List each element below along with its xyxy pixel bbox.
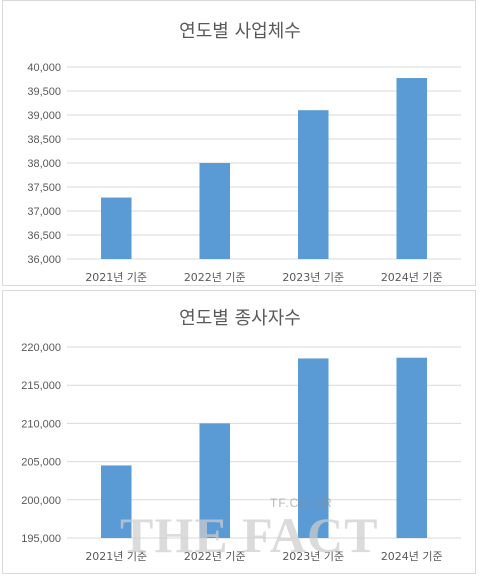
y-tick-label: 40,000 <box>27 62 61 74</box>
y-tick-label: 36,000 <box>27 254 61 266</box>
bar <box>100 197 132 259</box>
y-tick-label: 220,000 <box>21 342 61 354</box>
x-category-label: 2023년 기준 <box>282 550 344 563</box>
y-tick-label: 215,000 <box>21 380 61 392</box>
y-tick-label: 210,000 <box>21 418 61 430</box>
chart-title: 연도별 종사자수 <box>179 308 301 329</box>
y-tick-label: 38,000 <box>27 158 61 170</box>
x-category-label: 2022년 기준 <box>184 271 246 284</box>
chart-panel-employees: 연도별 종사자수 195,000 200,000 205,000 210,000 215,… <box>2 290 476 574</box>
x-category-label: 2021년 기준 <box>85 550 147 563</box>
y-tick-label: 39,000 <box>27 110 61 122</box>
bar <box>199 423 231 538</box>
y-tick-label: 37,500 <box>27 182 61 194</box>
y-tick-label: 36,500 <box>27 230 61 242</box>
x-category-label: 2022년 기준 <box>184 550 246 563</box>
y-tick-label: 38,500 <box>27 134 61 146</box>
x-category-label: 2024년 기준 <box>381 271 443 284</box>
bar <box>100 465 132 538</box>
bar <box>199 163 231 259</box>
x-category-label: 2021년 기준 <box>85 271 147 284</box>
bar <box>297 358 329 538</box>
x-category-label: 2024년 기준 <box>381 550 443 563</box>
chart-panel-businesses: 연도별 사업체수 36,000 36,500 37,000 37,500 38,000 38… <box>2 0 476 286</box>
chart-title: 연도별 사업체수 <box>179 21 301 42</box>
bar <box>396 78 428 259</box>
x-category-label: 2023년 기준 <box>282 271 344 284</box>
y-tick-label: 205,000 <box>21 457 61 469</box>
y-tick-label: 39,500 <box>27 86 61 98</box>
y-tick-label: 37,000 <box>27 206 61 218</box>
chart-employees: 연도별 종사자수 195,000 200,000 205,000 210,000 215,… <box>21 308 461 563</box>
chart-businesses: 연도별 사업체수 36,000 36,500 37,000 37,500 38,000 38… <box>27 21 461 284</box>
bar <box>297 110 329 259</box>
bar <box>396 357 428 538</box>
y-tick-label: 195,000 <box>21 533 61 545</box>
y-tick-label: 200,000 <box>21 495 61 507</box>
